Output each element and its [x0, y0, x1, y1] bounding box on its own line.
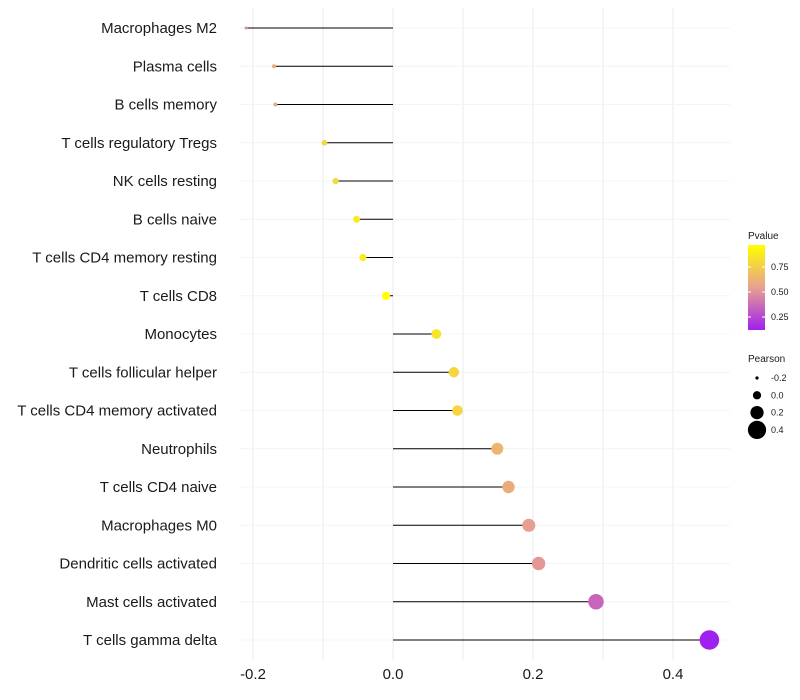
- size-legend-dot: [752, 391, 762, 400]
- size-legend-label: -0.2: [771, 373, 787, 383]
- category-label: Neutrophils: [141, 441, 217, 458]
- category-label: NK cells resting: [113, 173, 217, 190]
- data-point: [321, 139, 328, 146]
- pvalue-legend: Pvalue 0.25 0.50 0.75: [748, 231, 789, 330]
- category-label: T cells follicular helper: [69, 364, 217, 381]
- gridlines: [240, 8, 730, 660]
- x-tick-label: 0.4: [663, 666, 684, 683]
- data-point: [502, 480, 515, 494]
- colorbar-tick-label: 0.75: [771, 262, 789, 272]
- data-point: [531, 556, 546, 571]
- data-point: [359, 253, 367, 262]
- size-legend-dot: [747, 420, 767, 440]
- category-label: T cells CD4 memory activated: [17, 403, 217, 420]
- data-point: [382, 291, 390, 300]
- category-label: T cells CD4 memory resting: [32, 250, 217, 267]
- data-point: [699, 630, 720, 650]
- data-point: [273, 102, 278, 107]
- pvalue-legend-title: Pvalue: [748, 231, 779, 242]
- data-point: [491, 442, 504, 455]
- pearson-legend: Pearson -0.2 0.0 0.2 0.4: [747, 354, 787, 440]
- colorbar-tick-label: 0.50: [771, 287, 789, 297]
- data-point: [272, 64, 276, 69]
- data-point: [522, 518, 536, 532]
- category-label: T cells CD4 naive: [100, 479, 217, 496]
- x-tick-label: 0.2: [523, 666, 544, 683]
- data-point: [332, 177, 339, 185]
- x-tick-label: 0.0: [383, 666, 404, 683]
- size-legend-label: 0.0: [771, 390, 784, 400]
- size-legend-dot: [750, 405, 764, 420]
- data-point: [588, 594, 604, 610]
- category-label: Plasma cells: [133, 58, 217, 75]
- category-label: Macrophages M0: [101, 517, 217, 534]
- data-point: [448, 367, 460, 378]
- size-legend-label: 0.2: [771, 408, 784, 418]
- category-label: Monocytes: [144, 326, 217, 343]
- category-labels: Macrophages M2 Plasma cells B cells memory…: [17, 20, 217, 649]
- x-tick-label: -0.2: [240, 666, 266, 683]
- category-label: T cells regulatory Tregs: [61, 135, 217, 152]
- category-label: B cells memory: [114, 97, 217, 114]
- category-label: Macrophages M2: [101, 20, 217, 37]
- data-point: [452, 405, 463, 416]
- size-legend-label: 0.4: [771, 425, 784, 435]
- x-axis-ticks: -0.2 0.0 0.2 0.4: [240, 666, 683, 683]
- data-point: [244, 26, 248, 30]
- data-point: [431, 329, 442, 339]
- size-legend-dot: [755, 376, 759, 380]
- category-label: T cells gamma delta: [83, 632, 218, 649]
- category-label: Dendritic cells activated: [59, 556, 217, 573]
- data-point: [353, 215, 361, 223]
- points: [244, 26, 720, 650]
- stems: [246, 27, 710, 641]
- category-label: B cells naive: [133, 211, 217, 228]
- category-label: Mast cells activated: [86, 594, 217, 611]
- pvalue-colorbar: [748, 245, 765, 330]
- pearson-legend-title: Pearson: [748, 354, 785, 365]
- colorbar-tick-label: 0.25: [771, 312, 789, 322]
- category-label: T cells CD8: [140, 288, 217, 305]
